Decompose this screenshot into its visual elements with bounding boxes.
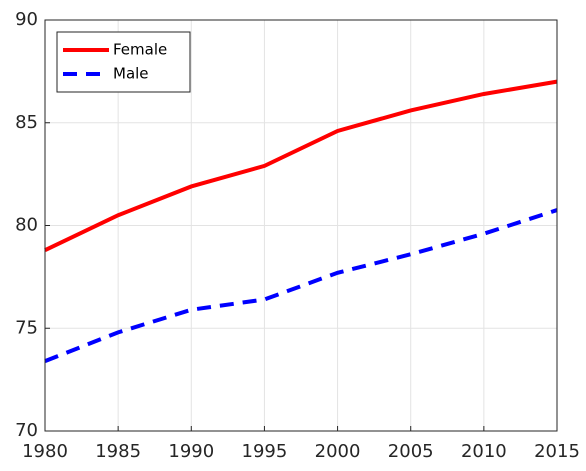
y-tick-label: 70 bbox=[15, 420, 38, 441]
plot-frame bbox=[44, 19, 558, 432]
legend-box bbox=[56, 31, 191, 93]
x-tick-label: 1995 bbox=[242, 441, 288, 462]
y-tick-label: 80 bbox=[15, 215, 38, 236]
data-line bbox=[44, 208, 558, 363]
x-tick-label: 2000 bbox=[315, 441, 361, 462]
legend-label: Female bbox=[113, 41, 167, 59]
x-tick-label: 1985 bbox=[95, 441, 141, 462]
y-tick-label: 90 bbox=[15, 9, 38, 30]
x-tick-label: 2010 bbox=[461, 441, 507, 462]
legend-label: Male bbox=[113, 65, 149, 83]
legend: Female Male bbox=[56, 31, 191, 93]
x-tick-label: 1980 bbox=[22, 441, 68, 462]
data-line bbox=[44, 79, 558, 252]
x-tick-label: 1990 bbox=[168, 441, 214, 462]
y-tick-label: 75 bbox=[15, 317, 38, 338]
x-tick-label: 2015 bbox=[534, 441, 580, 462]
y-tick-label: 85 bbox=[15, 112, 38, 133]
x-tick-label: 2005 bbox=[388, 441, 434, 462]
